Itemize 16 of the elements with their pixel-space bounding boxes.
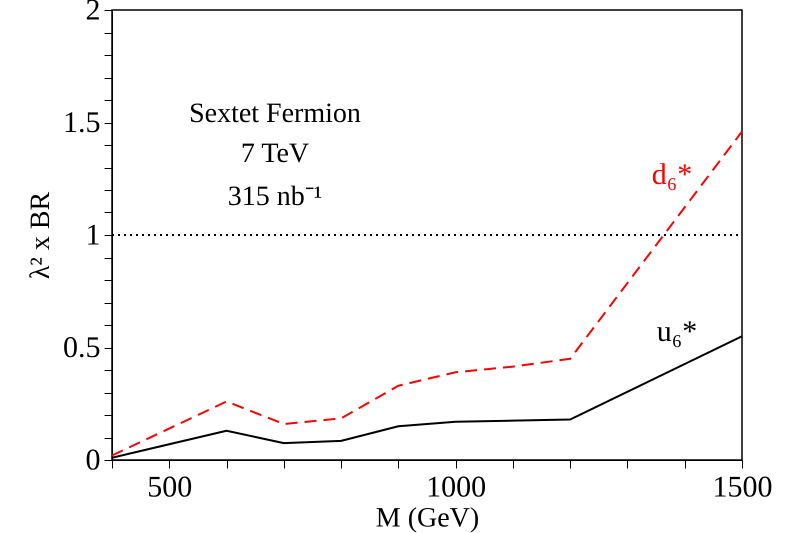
annotation: 7 TeV <box>240 138 310 169</box>
y-axis-title: λ² x BR <box>25 192 56 280</box>
x-tick-label: 500 <box>147 470 192 504</box>
series-label: d₆* <box>652 158 692 191</box>
line-series <box>111 130 743 456</box>
annotation: Sextet Fermion <box>189 98 361 129</box>
y-tick-label: 0.5 <box>63 331 100 364</box>
annotation: 315 nb⁻¹ <box>228 181 322 212</box>
y-tick-label: 0 <box>86 444 100 476</box>
y-tick-label: 1 <box>86 218 100 252</box>
y-tick-label: 2 <box>86 0 100 26</box>
x-tick-label: 1500 <box>712 470 772 504</box>
series-label: u₆* <box>656 315 698 348</box>
x-tick-label: 1000 <box>426 470 486 504</box>
x-axis-title: M (GeV) <box>376 502 480 533</box>
y-tick-label: 1.5 <box>63 106 100 139</box>
